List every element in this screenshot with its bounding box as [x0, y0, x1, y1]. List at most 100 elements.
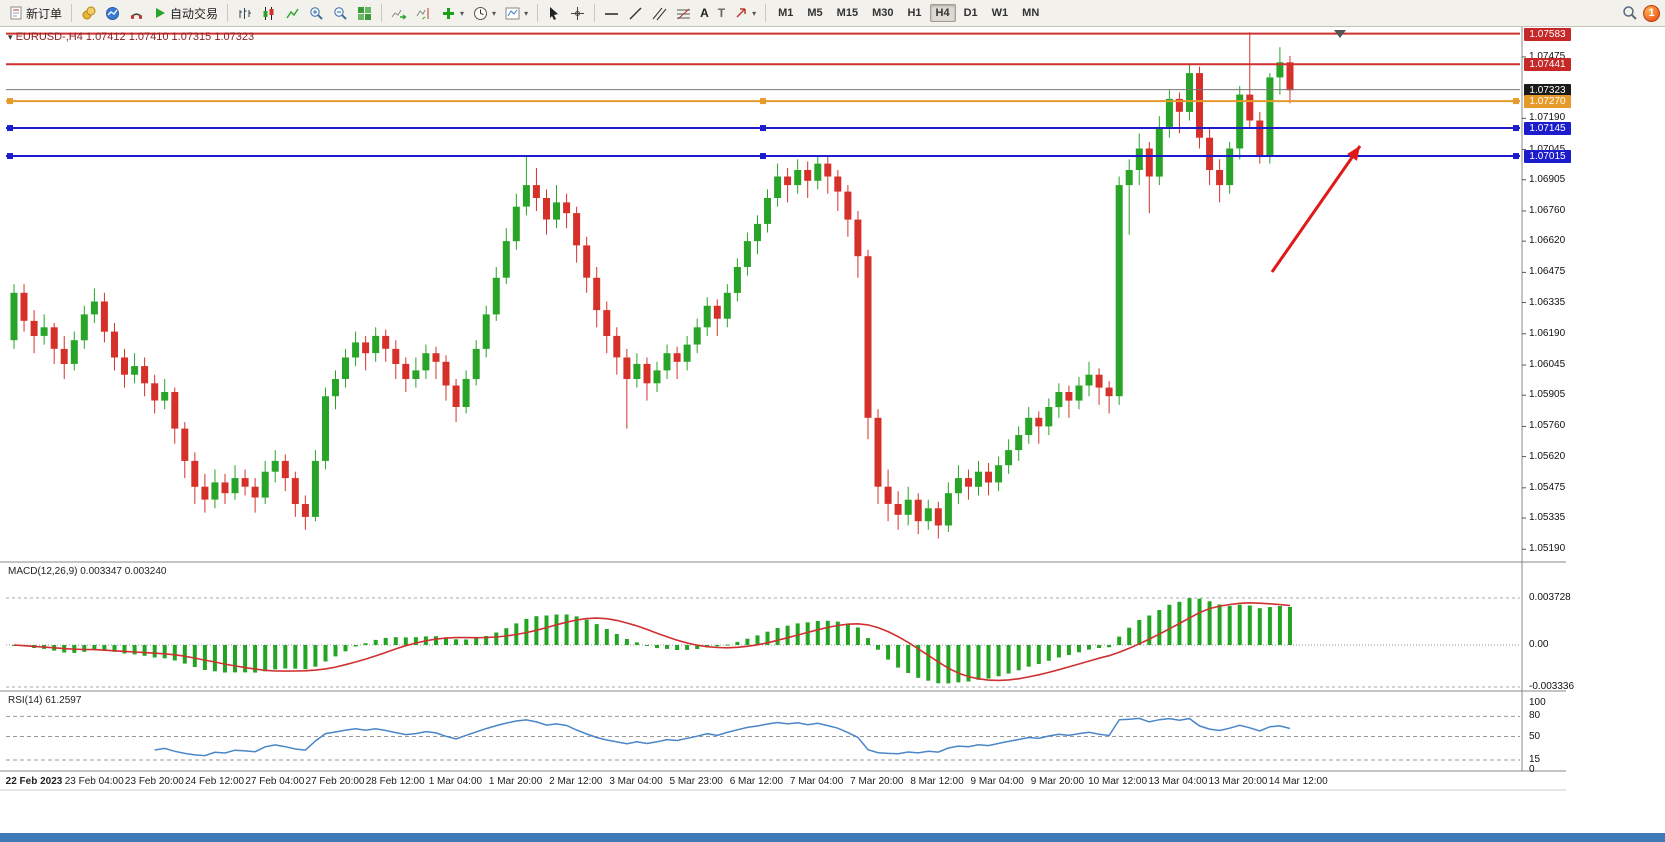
text-tool-button[interactable]: A: [696, 3, 713, 23]
line-chart-mode-button[interactable]: [281, 3, 304, 24]
macd-axis-label: 0.00: [1529, 639, 1549, 650]
chart-shift-marker: [1334, 30, 1346, 38]
tile-windows-button[interactable]: [353, 3, 376, 24]
timeframe-group: M1 M5 M15 M30 H1 H4 D1 W1 MN: [771, 4, 1046, 22]
cursor-tool-button[interactable]: [543, 3, 565, 24]
tf-button-w1[interactable]: W1: [991, 7, 1009, 19]
label-tool-button[interactable]: T: [714, 3, 729, 23]
market-watch-button[interactable]: [77, 3, 100, 24]
zoom-out-button[interactable]: [329, 3, 352, 24]
rsi-value: 61.2597: [45, 695, 82, 706]
crosshair-icon: [571, 6, 585, 20]
axis-tick-label: 1.05760: [1529, 420, 1566, 432]
axis-tick-label: 1.06905: [1529, 173, 1566, 185]
search-button[interactable]: [1618, 2, 1642, 24]
time-axis-label: 13 Mar 20:00: [1208, 776, 1268, 787]
rsi-name: RSI(14): [8, 695, 43, 706]
toolbar-separator: [594, 4, 596, 22]
channel-tool-button[interactable]: [648, 3, 671, 24]
time-axis-label: 22 Feb 2023: [5, 776, 63, 787]
macd-signal-line: [13, 601, 1291, 682]
line-handle: [1513, 98, 1519, 105]
tf-button-m15[interactable]: M15: [836, 7, 859, 19]
line-handle: [760, 98, 766, 105]
auto-trading-button[interactable]: 自动交易: [149, 2, 222, 25]
axis-tick-label: 1.05335: [1529, 511, 1566, 523]
indicators-button[interactable]: ▾: [437, 3, 468, 24]
new-order-icon: [10, 6, 22, 20]
cursor-icon: [550, 6, 559, 20]
periods-button[interactable]: ▾: [469, 3, 500, 24]
time-axis-label: 14 Mar 12:00: [1268, 776, 1328, 787]
tf-button-mn[interactable]: MN: [1022, 7, 1040, 19]
macd-axis-label: 0.003728: [1529, 592, 1571, 603]
chart-shift-button[interactable]: [412, 3, 436, 24]
chevron-down-icon: ▾: [492, 8, 497, 18]
time-axis-label: 9 Mar 20:00: [1030, 776, 1085, 787]
arrows-icon: [736, 8, 746, 18]
data-window-button[interactable]: [101, 3, 124, 24]
symbol-text: EURUSD-,H4: [15, 31, 83, 43]
rsi-axis-label: 100: [1529, 697, 1546, 708]
tf-button-m1[interactable]: M1: [778, 7, 794, 19]
new-order-button[interactable]: 新订单: [5, 2, 66, 25]
notification-badge[interactable]: 1: [1643, 4, 1660, 22]
price-tag: 1.07015: [1524, 150, 1571, 164]
axis-tick-label: 1.07475: [1529, 50, 1566, 62]
time-axis-label: 7 Mar 20:00: [850, 776, 904, 787]
price-tag: 1.07270: [1524, 95, 1571, 109]
tf-button-h4[interactable]: H4: [929, 4, 956, 22]
tf-button-h1[interactable]: H1: [907, 7, 922, 19]
rsi-axis-label: 50: [1529, 730, 1541, 742]
bar-chart-mode-button[interactable]: [233, 3, 256, 24]
time-axis-label: 23 Feb 20:00: [124, 776, 184, 787]
crosshair-tool-button[interactable]: [566, 3, 589, 24]
line-chart-icon: [286, 8, 299, 18]
autotrade-play-icon: [156, 8, 166, 18]
axis-tick-label: 1.06475: [1529, 266, 1566, 278]
trend-arrow: [1270, 145, 1362, 273]
time-axis-label: 1 Mar 04:00: [428, 776, 483, 787]
tf-button-m30[interactable]: M30: [872, 7, 894, 19]
chevron-down-icon: ▾: [460, 8, 465, 18]
time-axis[interactable]: 22 Feb 2023 23 Feb 04:00 23 Feb 20:00 24 Fe…: [0, 772, 1522, 791]
chart-shift-icon: [416, 7, 429, 19]
axis-tick-label: 1.05190: [1529, 543, 1566, 555]
line-handle: [1513, 153, 1519, 160]
axis-tick-label: 1.05475: [1529, 481, 1566, 493]
auto-scroll-button[interactable]: [387, 3, 411, 24]
bottom-scrollbar[interactable]: [0, 833, 1665, 842]
alerts-button[interactable]: [125, 3, 148, 24]
toolbar-separator: [765, 4, 767, 22]
fibonacci-tool-button[interactable]: [672, 3, 695, 24]
time-axis-label: 28 Feb 12:00: [365, 776, 425, 787]
arrows-tool-button[interactable]: ▾: [730, 3, 760, 23]
price-tag: 1.07323: [1524, 83, 1571, 97]
collapse-triangle-icon[interactable]: ▾: [8, 32, 13, 42]
candlestick-mode-button[interactable]: [257, 3, 280, 24]
line-handle: [7, 153, 13, 160]
trendline-tool-button[interactable]: [624, 3, 647, 24]
toolbar-separator: [227, 4, 229, 22]
price-tag: 1.07145: [1524, 122, 1571, 136]
tf-button-m5[interactable]: M5: [807, 7, 823, 19]
price-tag: 1.07441: [1524, 58, 1571, 72]
price-axis[interactable]: 1.07475 1.07190 1.07045 1.06905 1.06760 1.066…: [1522, 27, 1592, 790]
rsi-line: [154, 717, 1291, 757]
axis-tick-label: 1.06335: [1529, 296, 1566, 308]
main-toolbar: 新订单 自动交易: [0, 0, 1665, 27]
text-icon: A: [700, 6, 709, 20]
toolbar-separator: [381, 4, 383, 22]
macd-axis-label: -0.003336: [1529, 681, 1575, 692]
axis-tick-label: 1.05620: [1529, 450, 1566, 462]
line-handle: [760, 153, 766, 160]
tf-button-d1[interactable]: D1: [963, 7, 978, 19]
time-axis-label: 2 Mar 12:00: [549, 776, 603, 787]
chevron-down-icon: ▾: [524, 8, 529, 18]
hline-tool-button[interactable]: [600, 3, 623, 24]
line-handle: [7, 125, 13, 132]
time-axis-label: 13 Mar 04:00: [1148, 776, 1208, 787]
templates-button[interactable]: ▾: [501, 3, 532, 24]
zoom-in-button[interactable]: [305, 3, 328, 24]
